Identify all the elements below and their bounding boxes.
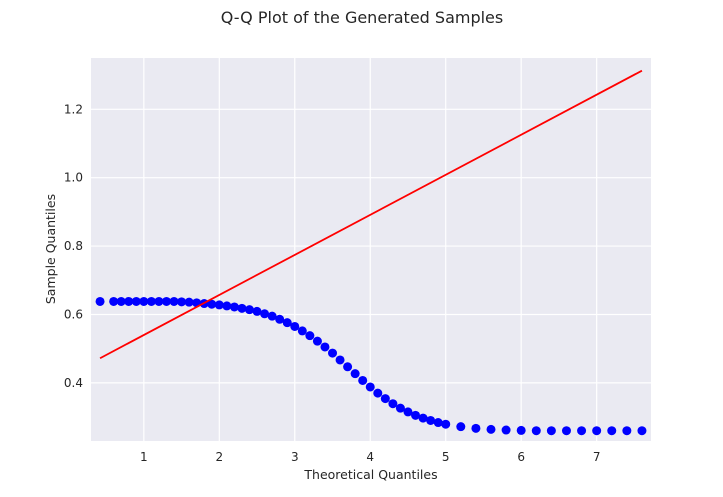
sample-point [471, 423, 481, 433]
sample-point [214, 300, 224, 310]
sample-point [335, 355, 345, 365]
reference-line-group [99, 69, 643, 360]
sample-point [388, 399, 398, 409]
y-tick-label: 1.0 [64, 171, 83, 185]
sample-point [131, 296, 141, 306]
sample-point [441, 419, 451, 429]
sample-point [237, 303, 247, 313]
sample-point [312, 336, 322, 346]
sample-point [177, 297, 187, 307]
sample-point [282, 318, 292, 328]
sample-point [350, 369, 360, 379]
sample-point [531, 426, 541, 436]
sample-point [154, 296, 164, 306]
sample-point [426, 415, 436, 425]
y-tick-label: 1.2 [64, 102, 83, 116]
sample-point [411, 410, 421, 420]
sample-point [622, 426, 632, 436]
sample-point [139, 296, 149, 306]
sample-point [229, 302, 239, 312]
x-tick-label: 6 [517, 450, 525, 464]
sample-point [146, 296, 156, 306]
sample-point [328, 348, 338, 358]
sample-point [516, 425, 526, 435]
sample-point [456, 422, 466, 432]
x-tick-label: 7 [593, 450, 601, 464]
sample-point [252, 306, 262, 316]
sample-point [592, 426, 602, 436]
sample-point [207, 299, 217, 309]
x-tick-label: 1 [140, 450, 148, 464]
x-tick-label: 5 [442, 450, 450, 464]
sample-point [358, 375, 368, 385]
sample-point [380, 394, 390, 404]
chart-title: Q-Q Plot of the Generated Samples [221, 8, 503, 27]
sample-points [95, 296, 647, 436]
sample-point [403, 407, 413, 417]
x-axis-ticks: 1 2 3 4 5 6 7 [140, 450, 600, 464]
sample-point [320, 342, 330, 352]
x-tick-label: 4 [366, 450, 374, 464]
sample-point [607, 426, 617, 436]
sample-point [561, 426, 571, 436]
sample-point [486, 424, 496, 434]
sample-point [501, 425, 511, 435]
sample-point [305, 331, 315, 341]
sample-point [297, 326, 307, 336]
y-axis-label: Sample Quantiles [43, 194, 58, 304]
y-tick-label: 0.4 [64, 376, 83, 390]
y-tick-label: 0.6 [64, 307, 83, 321]
sample-point [267, 311, 277, 321]
sample-point [433, 418, 443, 428]
x-tick-label: 2 [215, 450, 223, 464]
sample-point [124, 296, 134, 306]
sample-point [373, 388, 383, 398]
sample-point [169, 296, 179, 306]
sample-point [275, 314, 285, 324]
sample-point [109, 296, 119, 306]
sample-point [395, 403, 405, 413]
sample-point [577, 426, 587, 436]
sample-point [290, 321, 300, 331]
sample-point [244, 305, 254, 315]
sample-point [365, 382, 375, 392]
sample-point [116, 296, 126, 306]
sample-point [418, 413, 428, 423]
y-tick-label: 0.8 [64, 239, 83, 253]
plot-area [91, 58, 651, 441]
reference-line [99, 69, 643, 360]
sample-point [161, 296, 171, 306]
sample-point [260, 309, 270, 319]
sample-point [343, 362, 353, 372]
y-axis-ticks: 0.4 0.6 0.8 1.0 1.2 [64, 102, 83, 390]
sample-point [95, 296, 105, 306]
x-axis-label: Theoretical Quantiles [303, 467, 437, 482]
sample-point [184, 297, 194, 307]
sample-point [222, 301, 232, 311]
sample-point [637, 426, 647, 436]
sample-point [546, 426, 556, 436]
x-tick-label: 3 [291, 450, 299, 464]
